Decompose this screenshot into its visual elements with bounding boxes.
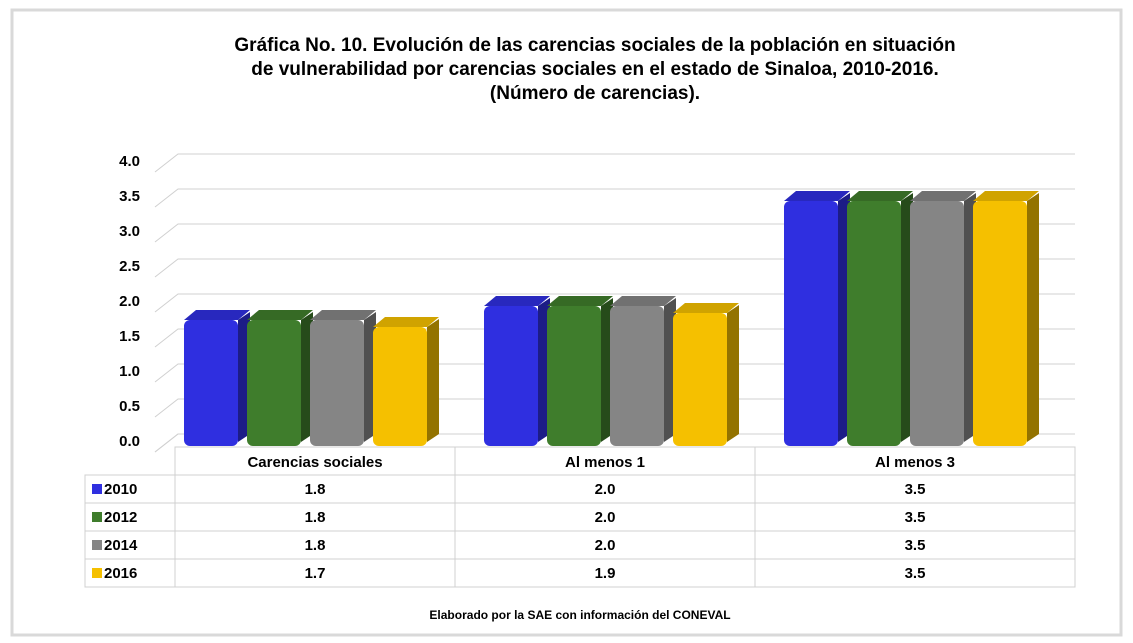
bar-top xyxy=(310,310,376,320)
table-value: 1.9 xyxy=(595,565,616,582)
bar-side xyxy=(727,305,739,442)
bar xyxy=(910,201,964,446)
y-tick-label: 2.5 xyxy=(119,258,140,275)
bar-top xyxy=(673,303,739,313)
grid-line xyxy=(154,188,1075,208)
legend-swatch xyxy=(92,540,102,550)
bar-top xyxy=(547,296,613,306)
bar xyxy=(310,320,364,446)
bar-top xyxy=(610,296,676,306)
bar-top xyxy=(373,317,439,327)
y-tick-label: 1.0 xyxy=(119,363,140,380)
bar-top xyxy=(484,296,550,306)
legend-label: 2016 xyxy=(104,565,137,582)
legend-swatch xyxy=(92,512,102,522)
bar-side xyxy=(427,319,439,442)
category-label: Al menos 1 xyxy=(565,454,645,471)
grid-line xyxy=(154,293,1075,313)
table-value: 1.8 xyxy=(305,537,326,554)
y-tick-label: 3.5 xyxy=(119,188,140,205)
table-value: 2.0 xyxy=(595,509,616,526)
table-value: 3.5 xyxy=(905,565,926,582)
legend-swatch xyxy=(92,568,102,578)
bar xyxy=(373,327,427,446)
legend-swatch xyxy=(92,484,102,494)
bar-top xyxy=(784,191,850,201)
legend-label: 2012 xyxy=(104,509,137,526)
grid-line xyxy=(154,398,1075,418)
chart-title: de vulnerabilidad por carencias sociales… xyxy=(251,59,938,80)
bar-top xyxy=(184,310,250,320)
bar-top xyxy=(247,310,313,320)
y-tick-label: 0.0 xyxy=(119,433,140,450)
bar xyxy=(784,201,838,446)
grid-line xyxy=(154,153,1075,173)
bar xyxy=(673,313,727,446)
legend-label: 2014 xyxy=(104,537,138,554)
bar-side xyxy=(1027,193,1039,442)
category-label: Al menos 3 xyxy=(875,454,955,471)
bar xyxy=(610,306,664,446)
bar-top xyxy=(847,191,913,201)
y-tick-label: 4.0 xyxy=(119,153,140,170)
bar xyxy=(973,201,1027,446)
source-note: Elaborado por la SAE con información del… xyxy=(429,608,730,622)
table-value: 3.5 xyxy=(905,537,926,554)
floor-line xyxy=(154,433,179,453)
bar xyxy=(484,306,538,446)
table-value: 1.8 xyxy=(305,481,326,498)
table-value: 1.7 xyxy=(305,565,326,582)
grid-line xyxy=(154,363,1075,383)
grid-line xyxy=(154,223,1075,243)
bar xyxy=(847,201,901,446)
chart-title: (Número de carencias). xyxy=(490,83,700,104)
bar xyxy=(247,320,301,446)
y-tick-label: 2.0 xyxy=(119,293,140,310)
grid-line xyxy=(154,328,1075,348)
table-value: 2.0 xyxy=(595,537,616,554)
y-tick-label: 3.0 xyxy=(119,223,140,240)
bar xyxy=(547,306,601,446)
table-value: 1.8 xyxy=(305,509,326,526)
y-tick-label: 1.5 xyxy=(119,328,140,345)
table-value: 2.0 xyxy=(595,481,616,498)
table-value: 3.5 xyxy=(905,481,926,498)
bar-top xyxy=(910,191,976,201)
y-tick-label: 0.5 xyxy=(119,398,140,415)
grid-line xyxy=(154,258,1075,278)
chart-title: Gráfica No. 10. Evolución de las carenci… xyxy=(234,35,955,56)
legend-label: 2010 xyxy=(104,481,137,498)
bar-top xyxy=(973,191,1039,201)
category-label: Carencias sociales xyxy=(247,454,382,471)
bar xyxy=(184,320,238,446)
table-value: 3.5 xyxy=(905,509,926,526)
